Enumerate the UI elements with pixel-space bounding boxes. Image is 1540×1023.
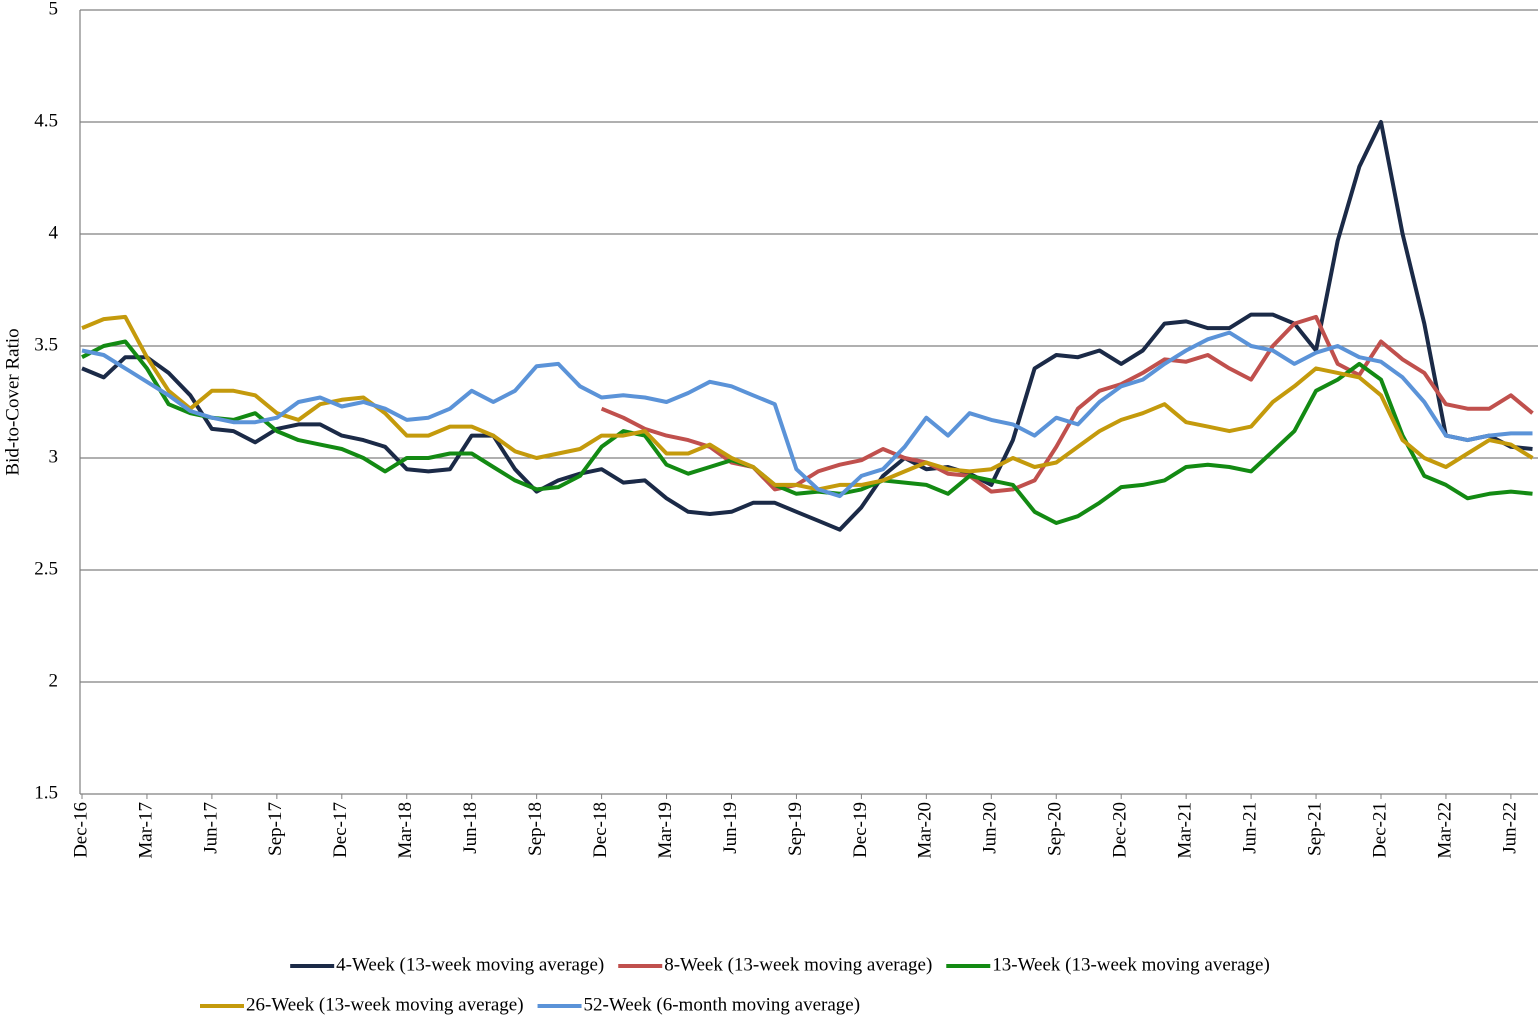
y-tick-label: 4.5 [34, 110, 58, 131]
legend-label: 13-Week (13-week moving average) [992, 954, 1270, 975]
x-tick-label: Dec-20 [1110, 802, 1131, 858]
y-tick-label: 3.5 [34, 334, 58, 355]
x-tick-label: Sep-20 [1045, 802, 1066, 856]
y-tick-label: 2.5 [34, 558, 58, 579]
x-tick-label: Mar-22 [1434, 802, 1455, 859]
x-tick-label: Dec-16 [70, 802, 91, 858]
x-tick-label: Mar-18 [395, 802, 416, 859]
x-tick-label: Mar-17 [135, 802, 156, 859]
legend-label: 52-Week (6-month moving average) [584, 994, 861, 1015]
x-tick-label: Jun-21 [1239, 802, 1260, 854]
legend-label: 26-Week (13-week moving average) [246, 994, 524, 1015]
x-tick-label: Dec-17 [330, 802, 351, 858]
x-tick-label: Dec-21 [1369, 802, 1390, 858]
series-line [600, 314, 1534, 494]
x-tick-label: Jun-19 [720, 802, 741, 854]
series-line [81, 330, 1533, 499]
series-line [81, 120, 1533, 532]
x-tick-label: Dec-19 [850, 802, 871, 858]
series-line [81, 314, 1534, 492]
legend-row: 26-Week (13-week moving average) 52-Week … [200, 994, 860, 1015]
legend-row: 4-Week (13-week moving average) 8-Week (1… [290, 954, 1270, 975]
y-tick-label: 5 [49, 0, 59, 19]
x-tick-label: Sep-17 [265, 802, 286, 856]
y-axis-label: Bid-to-Cover Ratio [2, 328, 23, 475]
x-tick-label: Mar-21 [1175, 802, 1196, 859]
y-tick-label: 4 [49, 222, 59, 243]
x-tick-label: Mar-20 [915, 802, 936, 859]
y-tick-label: 2 [49, 670, 59, 691]
legend-label: 8-Week (13-week moving average) [664, 954, 932, 975]
x-tick-label: Jun-17 [200, 802, 221, 854]
x-tick-label: Jun-20 [980, 802, 1001, 854]
x-tick-label: Sep-21 [1304, 802, 1325, 856]
legend-label: 4-Week (13-week moving average) [336, 954, 604, 975]
series-line [81, 339, 1533, 525]
x-tick-label: Dec-18 [590, 802, 611, 858]
x-tick-label: Sep-18 [525, 802, 546, 856]
y-tick-label: 3 [49, 446, 59, 467]
x-tick-label: Jun-18 [460, 802, 481, 854]
x-tick-label: Mar-19 [655, 802, 676, 859]
y-tick-label: 1.5 [34, 782, 58, 803]
x-tick-label: Sep-19 [785, 802, 806, 856]
x-tick-label: Jun-22 [1499, 802, 1520, 854]
